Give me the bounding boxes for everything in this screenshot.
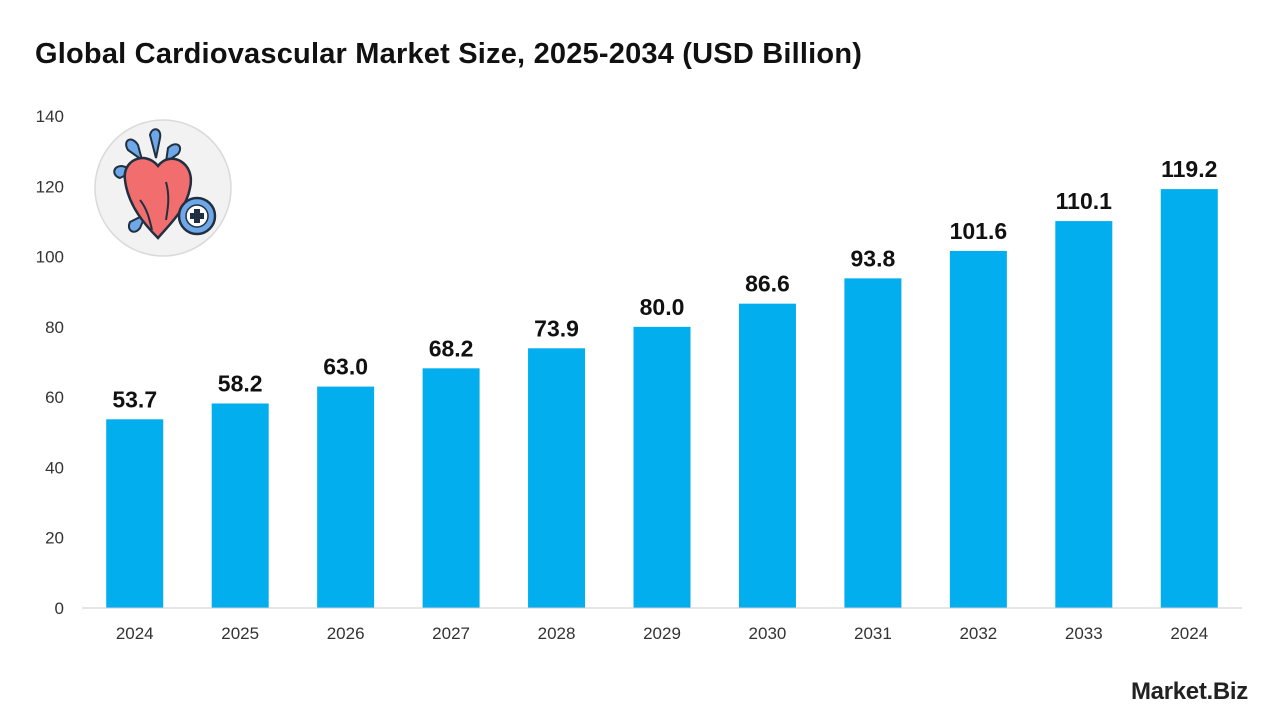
x-tick-label: 2025 xyxy=(221,624,259,643)
y-tick-label: 120 xyxy=(36,177,64,196)
x-tick-label: 2033 xyxy=(1065,624,1103,643)
heart-medical-icon xyxy=(94,119,232,257)
x-tick-label: 2024 xyxy=(116,624,154,643)
x-tick-label: 2029 xyxy=(643,624,681,643)
y-tick-label: 40 xyxy=(45,458,64,477)
bars xyxy=(106,189,1218,608)
bar xyxy=(1055,221,1113,608)
bar xyxy=(211,403,269,608)
data-label: 80.0 xyxy=(640,294,685,320)
y-tick-label: 80 xyxy=(45,318,64,337)
bar xyxy=(844,278,902,608)
bar xyxy=(317,386,375,608)
y-axis: 0 20 40 60 80 100 120 140 xyxy=(36,107,64,618)
y-tick-label: 20 xyxy=(45,529,64,548)
data-label: 101.6 xyxy=(950,218,1008,244)
bar xyxy=(633,326,691,608)
chart-title: Global Cardiovascular Market Size, 2025-… xyxy=(35,38,863,70)
x-tick-label: 2030 xyxy=(749,624,787,643)
data-label: 119.2 xyxy=(1161,156,1217,182)
data-label: 86.6 xyxy=(745,271,790,297)
x-tick-label: 2031 xyxy=(854,624,892,643)
bar xyxy=(1160,189,1218,608)
data-label: 93.8 xyxy=(851,245,896,271)
y-tick-label: 100 xyxy=(36,248,64,267)
x-tick-label: 2028 xyxy=(538,624,576,643)
y-tick-label: 0 xyxy=(55,599,64,618)
bar xyxy=(528,348,586,608)
bar xyxy=(738,303,796,608)
x-axis: 2024 2025 2026 2027 2028 2029 2030 2031 2032 2033… xyxy=(82,607,1242,643)
data-labels: 53.7 58.2 63.0 68.2 73.9 80.0 86.6 93.8 101.6 110… xyxy=(112,156,1217,412)
x-tick-label: 2027 xyxy=(432,624,470,643)
data-label: 58.2 xyxy=(218,370,263,396)
data-label: 53.7 xyxy=(112,386,157,412)
data-label: 73.9 xyxy=(534,315,579,341)
brand-logo: Market.Biz xyxy=(1131,678,1248,706)
data-label: 68.2 xyxy=(429,335,474,361)
y-tick-label: 60 xyxy=(45,388,64,407)
x-tick-label: 2032 xyxy=(959,624,997,643)
brand-logo-text: Market.Biz xyxy=(1130,678,1248,705)
bar xyxy=(106,419,164,608)
x-tick-label: 2026 xyxy=(327,624,365,643)
bar xyxy=(422,368,480,608)
y-tick-label: 140 xyxy=(36,107,64,126)
data-label: 63.0 xyxy=(323,354,368,380)
bar xyxy=(949,250,1007,608)
x-tick-label: 2024 xyxy=(1170,624,1208,643)
data-label: 110.1 xyxy=(1056,188,1112,214)
